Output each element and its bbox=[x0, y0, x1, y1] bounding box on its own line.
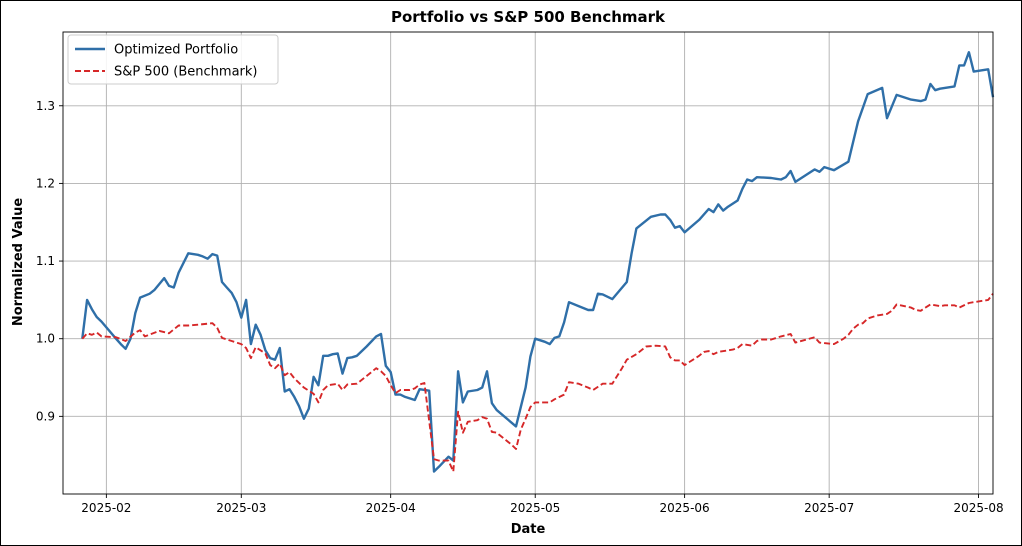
y-axis: 0.9 1.0 1.1 1.2 1.3 bbox=[36, 99, 63, 423]
x-tick-label: 2025-03 bbox=[216, 501, 266, 515]
y-tick-label: 1.0 bbox=[36, 332, 55, 346]
x-tick-label: 2025-08 bbox=[953, 501, 1003, 515]
grid-lines bbox=[63, 32, 993, 494]
legend-box bbox=[67, 34, 279, 85]
plot-area bbox=[62, 31, 994, 495]
y-tick-label: 0.9 bbox=[36, 409, 55, 423]
x-axis-label: Date bbox=[511, 522, 546, 537]
y-tick-label: 1.1 bbox=[36, 254, 55, 268]
y-axis-label: Normalized Value bbox=[11, 198, 26, 327]
x-tick-label: 2025-07 bbox=[804, 501, 854, 515]
legend-label-portfolio: Optimized Portfolio bbox=[114, 43, 238, 58]
chart-title: Portfolio vs S&P 500 Benchmark bbox=[391, 8, 666, 26]
series-line-optimized-portfolio bbox=[81, 51, 995, 473]
x-axis: 2025-02 2025-03 2025-04 2025-05 2025-06 2025-… bbox=[81, 494, 1004, 515]
series-line-sp500-benchmark bbox=[81, 293, 994, 473]
series-layer bbox=[81, 51, 995, 473]
x-tick-label: 2025-02 bbox=[81, 501, 131, 515]
x-tick-label: 2025-04 bbox=[366, 501, 416, 515]
legend-label-benchmark: S&P 500 (Benchmark) bbox=[114, 65, 258, 80]
legend: Optimized Portfolio S&P 500 (Benchmark) bbox=[67, 34, 279, 85]
y-tick-label: 1.3 bbox=[36, 99, 55, 113]
x-tick-label: 2025-06 bbox=[660, 501, 710, 515]
y-tick-label: 1.2 bbox=[36, 176, 55, 190]
x-tick-label: 2025-05 bbox=[510, 501, 560, 515]
